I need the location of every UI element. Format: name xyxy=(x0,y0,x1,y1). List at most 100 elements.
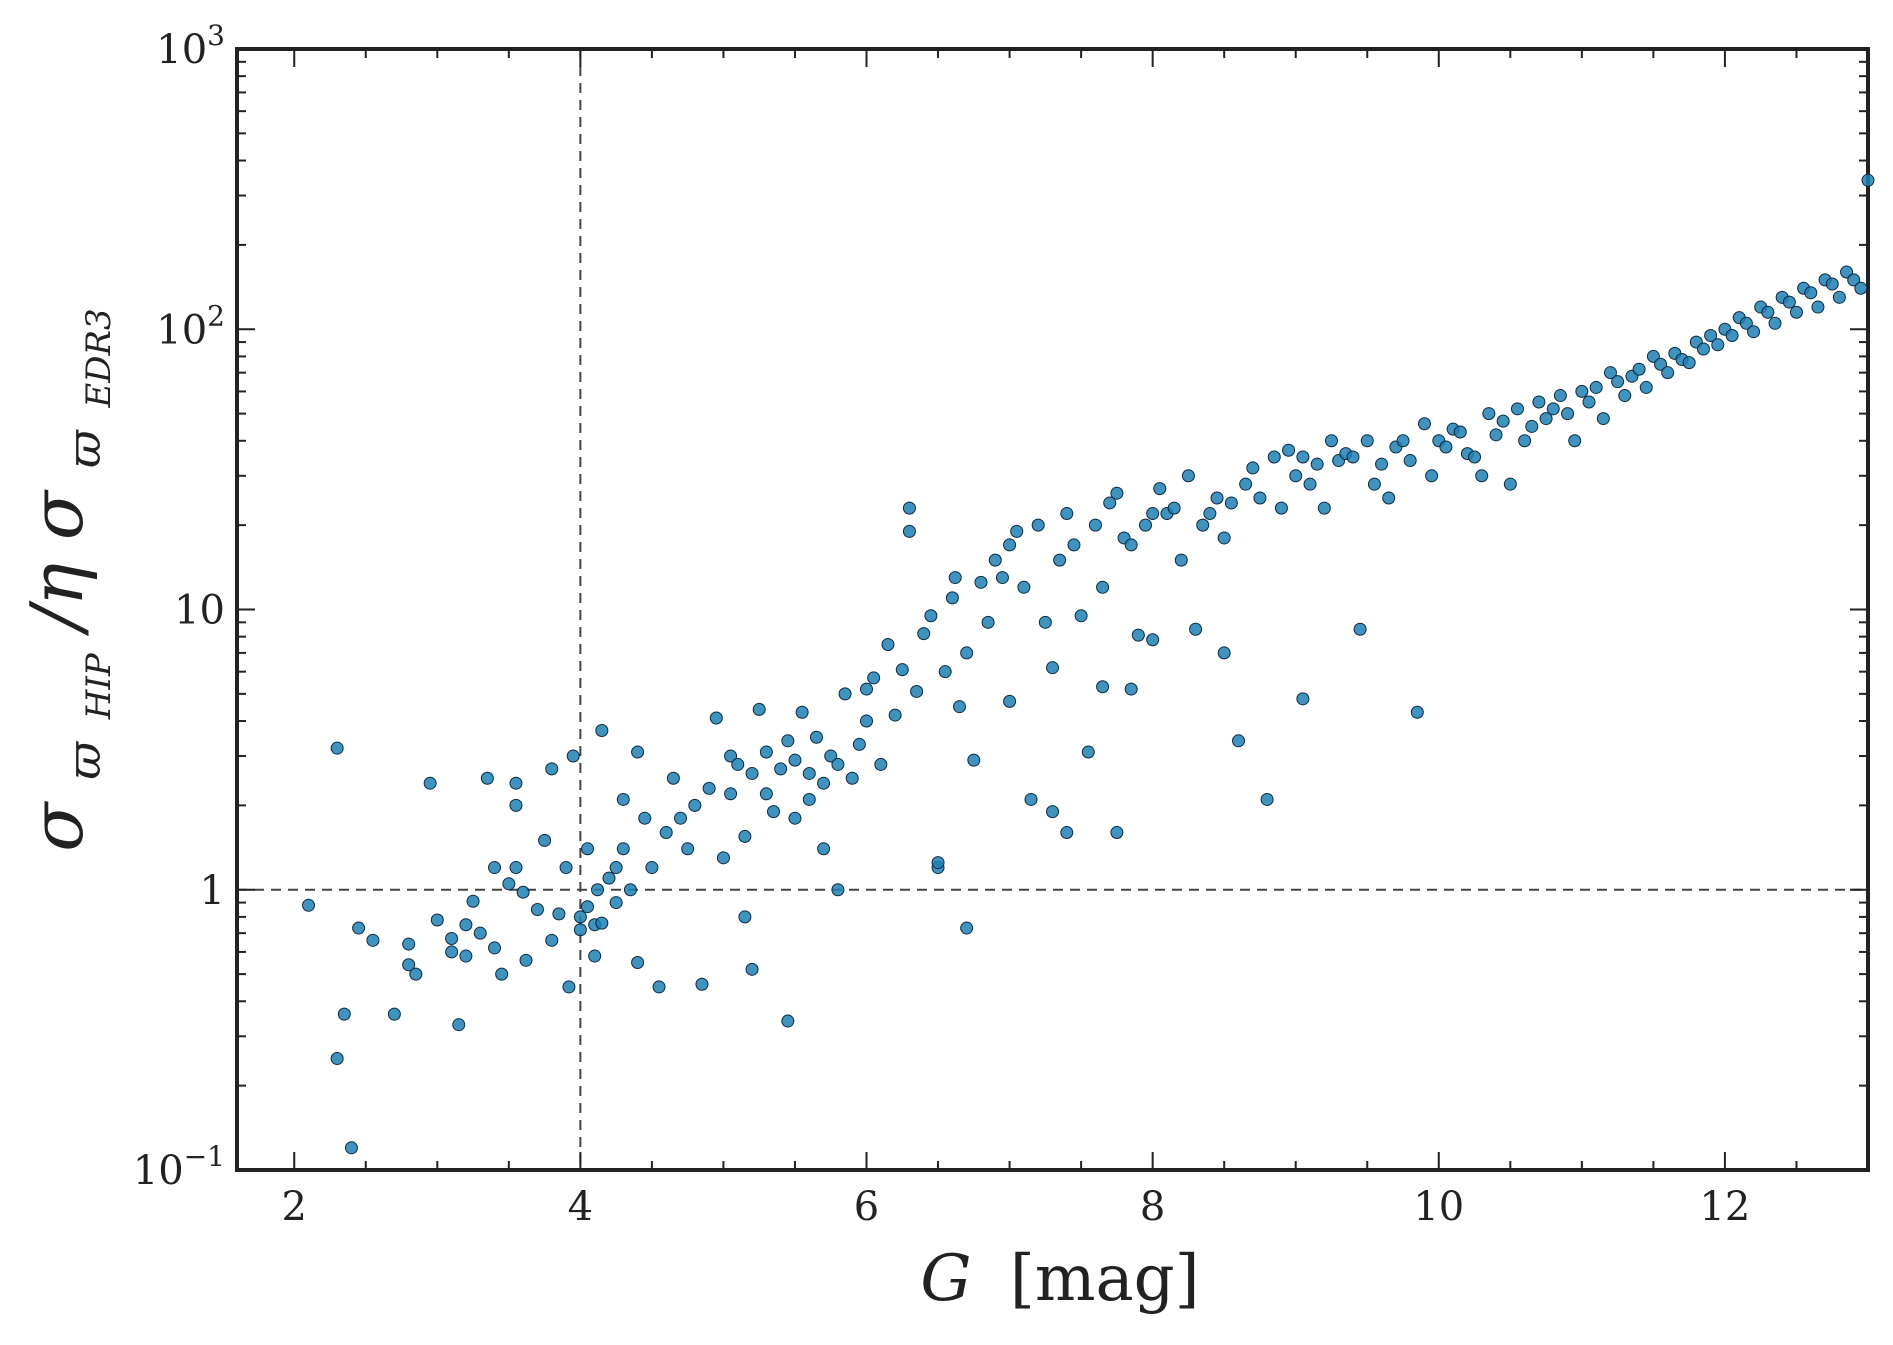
data-point xyxy=(1146,633,1160,647)
data-point xyxy=(817,776,831,790)
data-point xyxy=(1131,628,1145,642)
data-point xyxy=(591,883,605,897)
data-point xyxy=(788,811,802,825)
data-point xyxy=(1010,524,1024,538)
data-point xyxy=(1189,622,1203,636)
data-point xyxy=(860,682,874,696)
data-point xyxy=(1138,518,1152,532)
data-point xyxy=(609,896,623,910)
reference-lines xyxy=(237,49,1868,1170)
data-point xyxy=(538,833,552,847)
y-axis-label: σ ϖ HIP /η σ ϖ EDR3 xyxy=(15,308,127,851)
data-point xyxy=(767,805,781,819)
data-point xyxy=(1482,407,1496,421)
data-point xyxy=(602,871,616,885)
data-point xyxy=(1110,826,1124,840)
data-point xyxy=(566,749,580,763)
data-point xyxy=(366,933,380,947)
data-point xyxy=(1396,434,1410,448)
data-point xyxy=(852,737,866,751)
data-point xyxy=(1539,412,1553,426)
data-point xyxy=(495,967,509,981)
data-point xyxy=(1611,375,1625,389)
data-point xyxy=(1124,682,1138,696)
data-point xyxy=(1654,357,1668,371)
data-point xyxy=(774,762,788,776)
data-point xyxy=(1146,507,1160,521)
x-tick-label: 2 xyxy=(282,1184,307,1230)
data-point xyxy=(1782,295,1796,309)
data-point xyxy=(788,753,802,767)
data-point xyxy=(1475,469,1489,483)
data-point xyxy=(1439,440,1453,454)
data-point xyxy=(1367,477,1381,491)
data-point xyxy=(1832,290,1846,304)
data-point xyxy=(1568,434,1582,448)
data-point xyxy=(1246,461,1260,475)
data-point xyxy=(1210,491,1224,505)
data-point xyxy=(1024,792,1038,806)
data-point xyxy=(509,798,523,812)
data-point xyxy=(759,745,773,759)
y-label-sub-edr3: EDR3 xyxy=(79,308,119,408)
data-point xyxy=(695,977,709,991)
x-tick-label: 4 xyxy=(568,1184,593,1230)
data-point xyxy=(1310,457,1324,471)
data-point xyxy=(1704,328,1718,342)
x-tick-label: 6 xyxy=(854,1184,879,1230)
data-point xyxy=(1217,646,1231,660)
data-point xyxy=(781,734,795,748)
data-point xyxy=(1274,501,1288,515)
data-point xyxy=(674,811,688,825)
data-point xyxy=(445,931,459,945)
data-point xyxy=(645,861,659,875)
y-label-sub-hip: HIP xyxy=(79,652,119,720)
y-label-varpi-2: ϖ xyxy=(57,429,111,468)
y-label-sep: /η xyxy=(15,563,99,636)
data-point xyxy=(402,937,416,951)
data-point xyxy=(1575,384,1589,398)
data-point xyxy=(1847,273,1861,287)
data-point xyxy=(831,883,845,897)
data-point xyxy=(519,953,533,967)
data-point xyxy=(1546,402,1560,416)
data-point xyxy=(1725,328,1739,342)
plot-area xyxy=(235,47,1875,1172)
data-point xyxy=(1074,609,1088,623)
data-point xyxy=(509,776,523,790)
data-point xyxy=(581,842,595,856)
data-point xyxy=(709,711,723,725)
data-point xyxy=(559,861,573,875)
data-point xyxy=(1825,277,1839,291)
data-point xyxy=(1682,356,1696,370)
data-point xyxy=(638,811,652,825)
data-point xyxy=(666,771,680,785)
data-point xyxy=(948,571,962,585)
data-point xyxy=(1296,692,1310,706)
data-point xyxy=(573,923,587,937)
y-tick-label: 102 xyxy=(156,299,225,353)
data-point xyxy=(1060,507,1074,521)
data-point xyxy=(581,900,595,914)
y-label-sigma-2: σ xyxy=(15,489,99,540)
data-point xyxy=(724,749,738,763)
plot-frame xyxy=(235,47,1870,1172)
data-point xyxy=(724,787,738,801)
data-point xyxy=(817,842,831,856)
data-point xyxy=(409,967,423,981)
data-point xyxy=(845,771,859,785)
data-point xyxy=(902,501,916,515)
data-point xyxy=(1382,491,1396,505)
data-point xyxy=(1639,380,1653,394)
data-points xyxy=(302,173,1875,1155)
data-point xyxy=(681,842,695,856)
data-point xyxy=(1661,366,1675,380)
x-tick-label: 8 xyxy=(1140,1184,1165,1230)
data-point xyxy=(1353,622,1367,636)
data-point xyxy=(1410,705,1424,719)
data-point xyxy=(452,1018,466,1032)
data-point xyxy=(352,921,366,935)
data-point xyxy=(902,524,916,538)
y-tick-label: 1 xyxy=(200,868,225,914)
